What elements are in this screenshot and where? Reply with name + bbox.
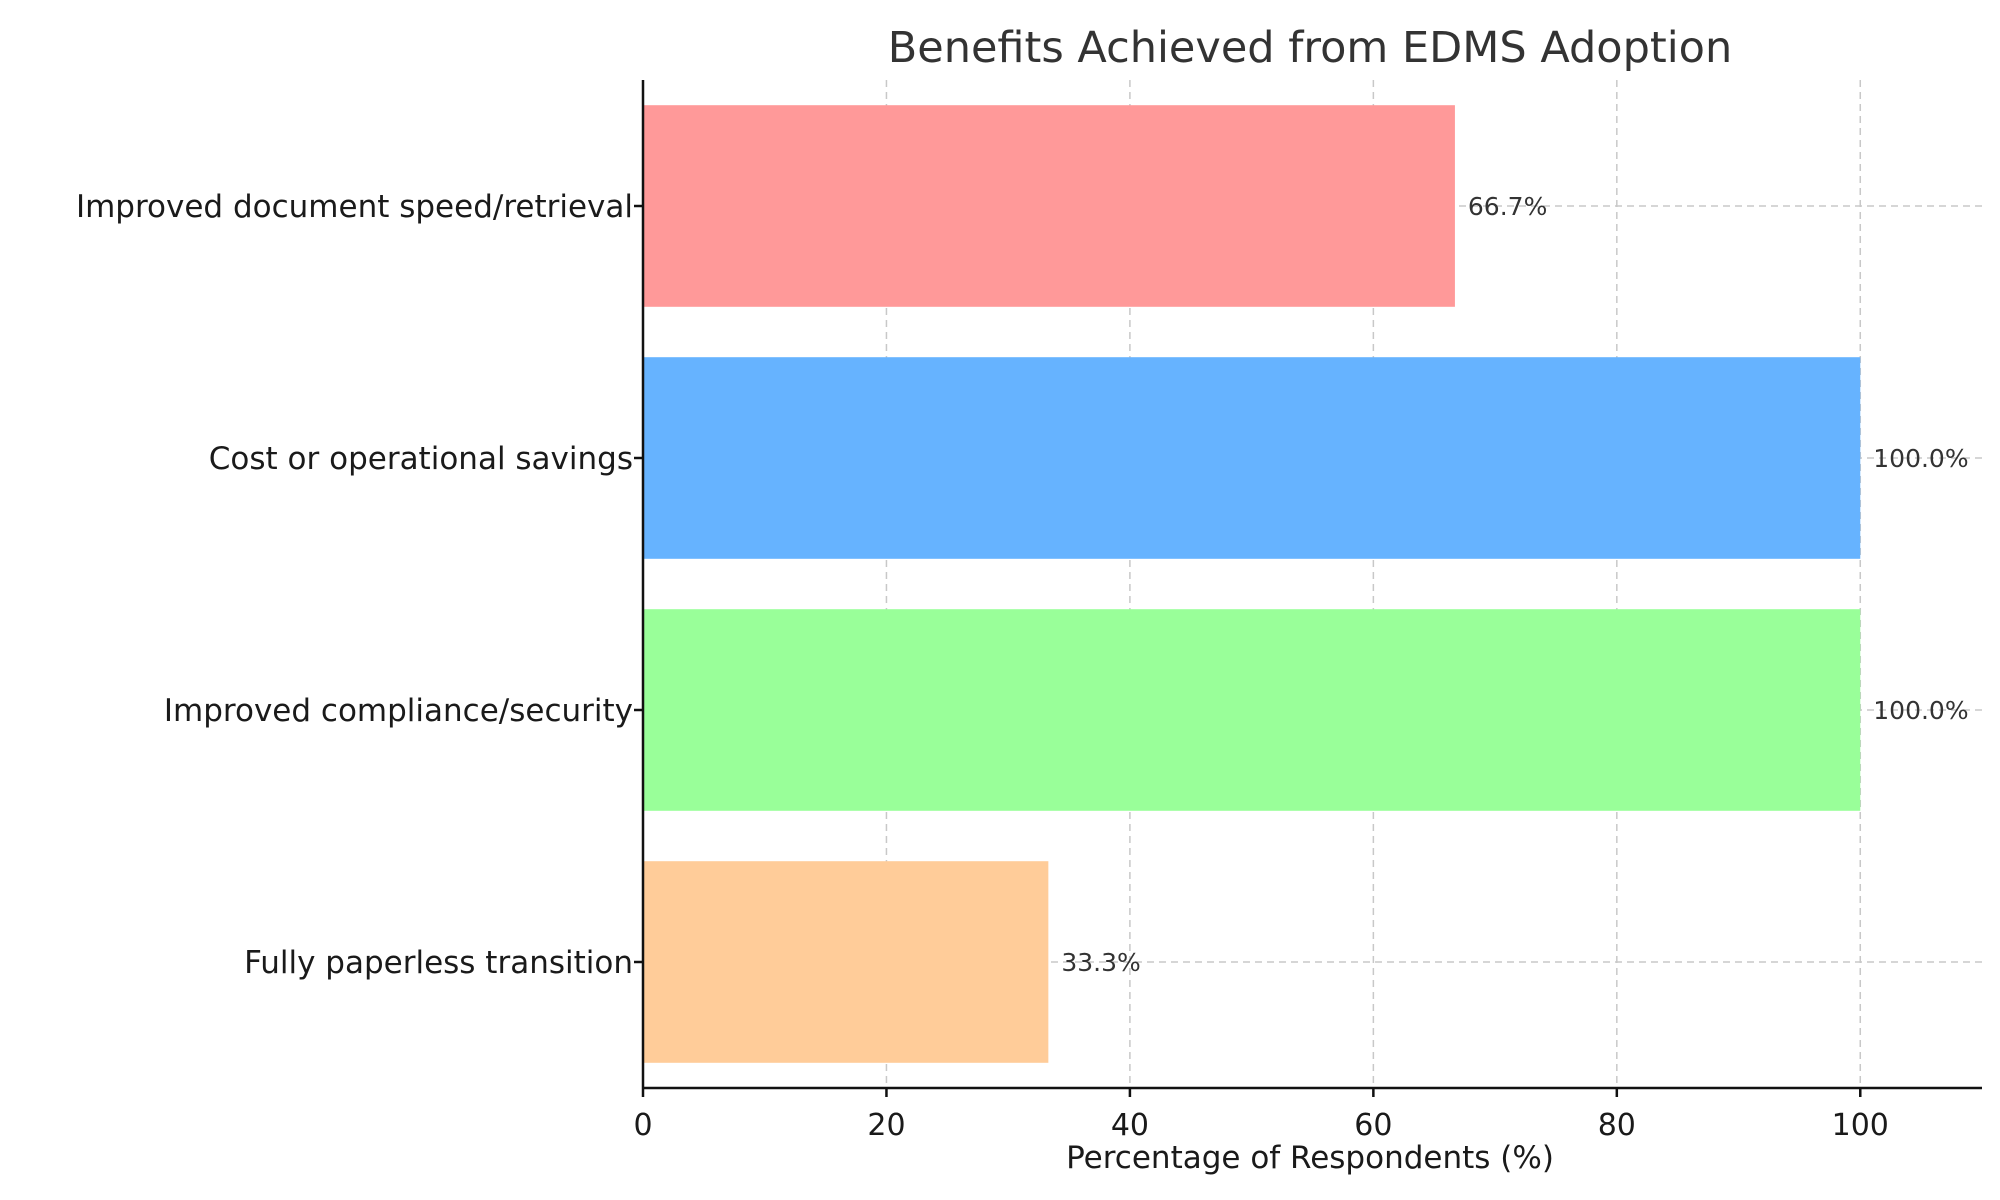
bar-layer: 66.7% 100.0% 100.0% 33.3% (643, 105, 1969, 1063)
bar-value-label: 33.3% (1061, 948, 1140, 977)
bar-value-label: 66.7% (1468, 192, 1547, 221)
bar-value-label: 100.0% (1873, 696, 1968, 725)
x-tick-label: 20 (867, 1108, 905, 1143)
bar-value-label: 100.0% (1873, 444, 1968, 473)
chart-title: Benefits Achieved from EDMS Adoption (888, 23, 1733, 73)
x-tick-label: 80 (1598, 1108, 1636, 1143)
bar (643, 609, 1861, 811)
x-axis-label: Percentage of Respondents (%) (1066, 1140, 1554, 1176)
bar (643, 861, 1049, 1063)
x-tick-label: 60 (1354, 1108, 1392, 1143)
category-label: Improved compliance/security (164, 693, 633, 729)
x-tick-label: 0 (633, 1108, 652, 1143)
x-tick-label: 100 (1832, 1108, 1889, 1143)
bar (643, 357, 1861, 559)
bar (643, 105, 1455, 307)
x-tick-label: 40 (1111, 1108, 1149, 1143)
axis-layer: 0 20 40 60 80 100 Improved document speed/retr… (76, 80, 1982, 1143)
category-label: Fully paperless transition (244, 945, 633, 981)
category-label: Improved document speed/retrieval (76, 189, 633, 225)
category-label: Cost or operational savings (209, 441, 633, 477)
